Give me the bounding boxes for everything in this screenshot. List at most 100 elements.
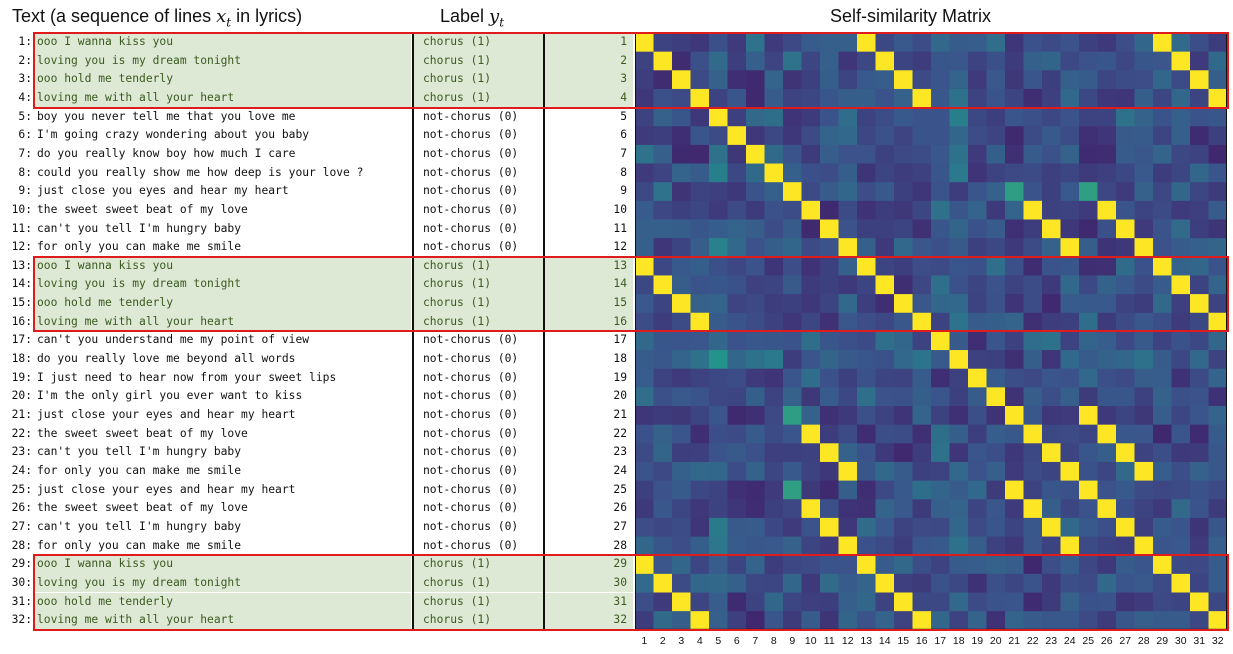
matrix-cell: [838, 517, 858, 538]
matrix-cell: [986, 424, 1006, 444]
line-label: not-chorus (0): [423, 165, 519, 179]
matrix-cell: [1023, 350, 1043, 370]
matrix-cell: [709, 200, 728, 220]
matrix-cell: [672, 611, 691, 630]
matrix-cell: [1079, 555, 1098, 575]
matrix-cell: [912, 461, 932, 482]
matrix-cell: [931, 51, 950, 71]
matrix-cell: [1134, 536, 1154, 556]
matrix-cell: [1171, 387, 1191, 407]
matrix-cell: [727, 480, 747, 500]
matrix-cell: [931, 331, 950, 351]
line-number: 3:: [18, 72, 32, 86]
matrix-cell: [1079, 424, 1098, 444]
matrix-cell: [727, 517, 747, 538]
matrix-cell: [1079, 144, 1098, 165]
matrix-cell: [690, 312, 710, 332]
matrix-cell: [690, 33, 710, 53]
x-tick-label: 23: [1045, 635, 1058, 647]
matrix-cell: [727, 331, 747, 351]
line-number: 9:: [18, 184, 32, 198]
matrix-cell: [1023, 70, 1043, 90]
matrix-cell: [783, 256, 802, 276]
matrix-cell: [783, 51, 802, 71]
matrix-cell: [635, 275, 654, 295]
matrix-cell: [857, 294, 876, 314]
matrix-cell: [783, 200, 802, 220]
matrix-cell: [764, 443, 784, 463]
matrix-cell: [820, 275, 839, 295]
matrix-cell: [1208, 536, 1227, 556]
matrix-cell: [820, 312, 839, 332]
line-label: not-chorus (0): [423, 352, 519, 366]
matrix-cell: [653, 573, 673, 593]
matrix-cell: [1153, 611, 1172, 630]
matrix-cell: [838, 592, 858, 612]
matrix-cell: [820, 88, 839, 109]
lyric-row: 1: ooo I wanna kiss you chorus (1) 1: [0, 33, 640, 52]
matrix-cell: [912, 88, 932, 109]
matrix-cell: [931, 611, 950, 630]
matrix-cell: [1097, 33, 1117, 53]
matrix-cell: [746, 406, 765, 426]
matrix-cell: [672, 256, 691, 276]
matrix-cell: [968, 406, 987, 426]
matrix-cell: [820, 536, 839, 556]
matrix-cell: [690, 182, 710, 202]
lyric-row: 8: could you really show me how deep is y…: [0, 164, 640, 183]
matrix-cell: [1042, 555, 1061, 575]
matrix-cell: [672, 406, 691, 426]
matrix-cell: [1134, 144, 1154, 165]
line-label: not-chorus (0): [423, 426, 519, 440]
x-tick-label: 24: [1063, 635, 1076, 647]
matrix-cell: [857, 312, 876, 332]
matrix-cell: [912, 107, 932, 127]
matrix-cell: [1116, 573, 1135, 593]
matrix-cell: [1042, 275, 1061, 295]
matrix-cell: [968, 238, 987, 258]
matrix-cell: [1005, 275, 1024, 295]
matrix-cell: [653, 461, 673, 482]
matrix-cell: [986, 536, 1006, 556]
lyric-row: 12: for only you can make me smile not-cho…: [0, 238, 640, 257]
matrix-cell: [801, 70, 821, 90]
line-label: chorus (1): [413, 573, 543, 593]
line-label: chorus (1): [413, 555, 543, 574]
matrix-row-index: 15: [545, 294, 633, 313]
matrix-cell: [690, 144, 710, 165]
matrix-cell: [709, 573, 728, 593]
matrix-cell: [727, 88, 747, 109]
matrix-cell: [764, 200, 784, 220]
line-label: not-chorus (0): [423, 463, 519, 477]
matrix-cell: [783, 182, 802, 202]
matrix-cell: [746, 163, 765, 183]
matrix-cell: [986, 312, 1006, 332]
matrix-cell: [894, 387, 913, 407]
matrix-cell: [801, 144, 821, 165]
matrix-cell: [1190, 294, 1209, 314]
matrix-cell: [968, 256, 987, 276]
matrix-cell: [894, 144, 913, 165]
matrix-cell: [1023, 51, 1043, 71]
matrix-cell: [783, 573, 802, 593]
matrix-cell: [820, 294, 839, 314]
matrix-cell: [931, 256, 950, 276]
matrix-cell: [1134, 555, 1154, 575]
matrix-cell: [1042, 536, 1061, 556]
matrix-cell: [875, 517, 895, 538]
matrix-cell: [894, 182, 913, 202]
lyric-text: ooo hold me tenderly: [35, 294, 411, 313]
matrix-cell: [875, 200, 895, 220]
matrix-cell: [838, 480, 858, 500]
matrix-cell: [1023, 88, 1043, 109]
matrix-cell: [1060, 592, 1080, 612]
matrix-cell: [1079, 275, 1098, 295]
matrix-cell: [746, 573, 765, 593]
lyric-text: ooo I wanna kiss you: [35, 256, 411, 276]
matrix-cell: [820, 443, 839, 463]
line-label: not-chorus (0): [423, 389, 519, 403]
matrix-cell: [727, 126, 747, 146]
matrix-cell: [1042, 368, 1061, 388]
matrix-cell: [1079, 480, 1098, 500]
matrix-row-index: 28: [613, 538, 627, 552]
